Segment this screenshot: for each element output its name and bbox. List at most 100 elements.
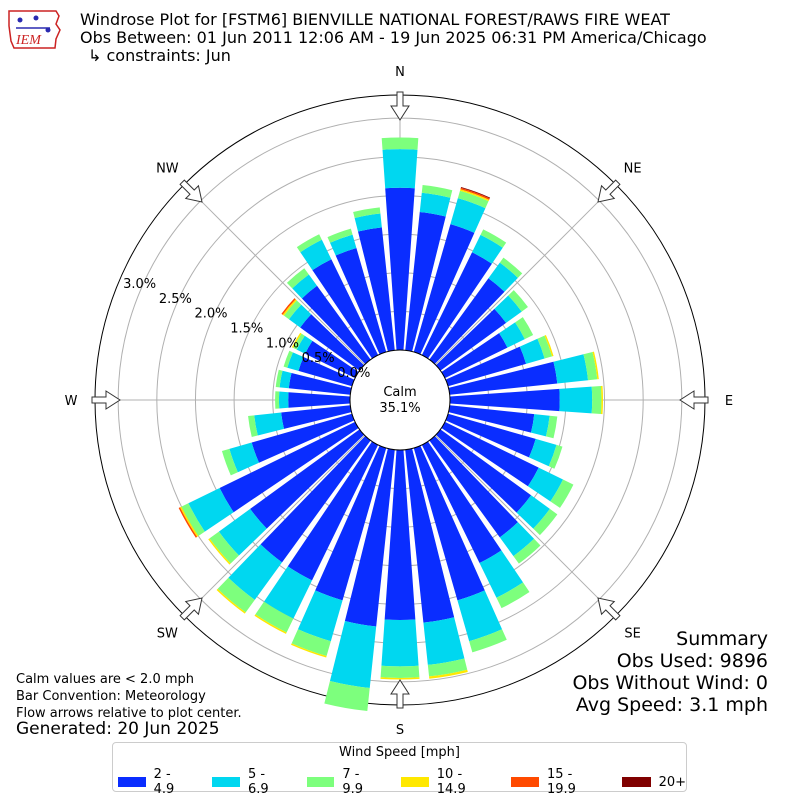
bar-segment [413, 224, 475, 355]
bar-segment [527, 467, 564, 502]
bar-segment [516, 495, 550, 529]
bar-segment [499, 322, 525, 348]
legend-item: 10 - 14.9 [401, 767, 492, 797]
bar-segment [344, 448, 395, 627]
bar-segment [335, 247, 387, 355]
bar-segment [448, 405, 535, 433]
bar-segment [457, 590, 503, 642]
bar-segment [251, 413, 355, 463]
bar-segment [297, 590, 343, 642]
bar-segment [329, 620, 377, 688]
bar-segment [496, 582, 530, 609]
direction-label: N [395, 65, 405, 80]
bar-segment [441, 333, 508, 379]
bar-segment [380, 665, 420, 678]
bar-segment [429, 435, 518, 538]
bar-segment [255, 601, 294, 633]
radial-tick-labels: 0.0%0.5%1.0%1.5%2.0%2.5%3.0% [123, 277, 370, 381]
bar-segment [479, 550, 524, 598]
bar-segment [419, 192, 451, 217]
bar-segment [288, 392, 351, 408]
legend: Wind Speed [mph] 2 - 4.9 5 - 6.9 7 - 9.9 10… [112, 742, 687, 797]
legend-label: 7 - 9.9 [342, 767, 364, 797]
flow-arrow-icon [179, 179, 203, 203]
bar-segment [494, 295, 522, 323]
bar-segment [445, 413, 536, 458]
bar-segment [264, 566, 313, 619]
flow-arrow-icon [390, 91, 410, 121]
flow-arrow-icon [597, 179, 621, 203]
bar-segment [188, 487, 234, 532]
bar-segment [228, 544, 283, 600]
bar-segment [435, 429, 532, 513]
bar-segment [260, 435, 371, 563]
direction-labels: N NE E SE S SW W NW [65, 65, 734, 738]
bar-segment [180, 506, 199, 537]
bar-segment [218, 508, 267, 556]
bar-segment [275, 391, 280, 409]
legend-swatch [401, 777, 429, 787]
bar-segment [327, 228, 353, 243]
radial-tick-label: 3.0% [123, 277, 156, 292]
bar-segment [441, 421, 539, 487]
bar-segment [380, 677, 420, 680]
bar-segment [283, 300, 302, 320]
flow-arrow-icon [390, 679, 410, 709]
flow-arrow-icon [597, 597, 621, 621]
radial-tick-label: 0.5% [302, 351, 335, 366]
bar-segment [288, 372, 352, 395]
bar-segment [305, 340, 359, 379]
bar-segment [382, 149, 418, 189]
flow-arrow-icon [679, 390, 709, 410]
direction-label: SW [157, 627, 178, 642]
direction-label: E [725, 394, 733, 409]
bar-segment [217, 577, 255, 613]
legend-item: 2 - 4.9 [118, 767, 193, 797]
flow-note: Flow arrows relative to plot center. [16, 706, 242, 721]
generated-date: Generated: 20 Jun 2025 [16, 719, 220, 739]
bar-segment [381, 137, 419, 150]
state-outline [8, 10, 61, 49]
bar-segment [301, 285, 371, 365]
bar-segment [499, 257, 523, 278]
calm-label: Calm [383, 385, 416, 400]
title-line-2: Obs Between: 01 Jun 2011 12:06 AM - 19 J… [80, 28, 707, 47]
legend-swatch [212, 777, 240, 787]
wind-bars [178, 137, 603, 712]
bar-segment [600, 385, 603, 415]
bar-segment [421, 441, 502, 564]
bar-segment [292, 274, 318, 299]
legend-label: 10 - 14.9 [436, 767, 466, 797]
bar-segment [421, 252, 492, 359]
notes-block: Calm values are < 2.0 mph Bar Convention… [16, 671, 242, 722]
bar-segment [381, 619, 419, 667]
bar-segment [254, 614, 287, 634]
radial-tick-label: 1.0% [266, 336, 299, 351]
calm-circle-group: Calm 35.1% [349, 349, 451, 451]
bar-segment [384, 449, 416, 620]
bar-segment [291, 332, 302, 348]
bar-segment [283, 350, 293, 368]
bar-segment [296, 335, 313, 354]
bar-segment [324, 680, 370, 712]
legend-item: 15 - 19.9 [511, 767, 602, 797]
radial-tick-label: 2.5% [159, 292, 192, 307]
direction-label: NW [156, 161, 179, 176]
legend-label: 15 - 19.9 [546, 767, 576, 797]
bar-segment [429, 669, 468, 679]
radial-tick-label: 1.5% [230, 322, 263, 337]
bar-segment [312, 259, 379, 359]
bar-segment [421, 185, 453, 198]
bar-segment [300, 239, 332, 271]
bar-segment [330, 234, 357, 256]
legend-item: 20+ [621, 767, 686, 797]
bar-segment [405, 448, 455, 623]
bar-segment [508, 290, 528, 312]
legend-item: 5 - 6.9 [212, 767, 287, 797]
iem-logo: IEM [8, 10, 61, 49]
obs-without-wind: Obs Without Wind: 0 [572, 672, 768, 694]
bar-segment [499, 522, 535, 557]
bar-segment [457, 190, 489, 209]
bar-segment [279, 370, 292, 389]
bar-segment [178, 507, 198, 538]
